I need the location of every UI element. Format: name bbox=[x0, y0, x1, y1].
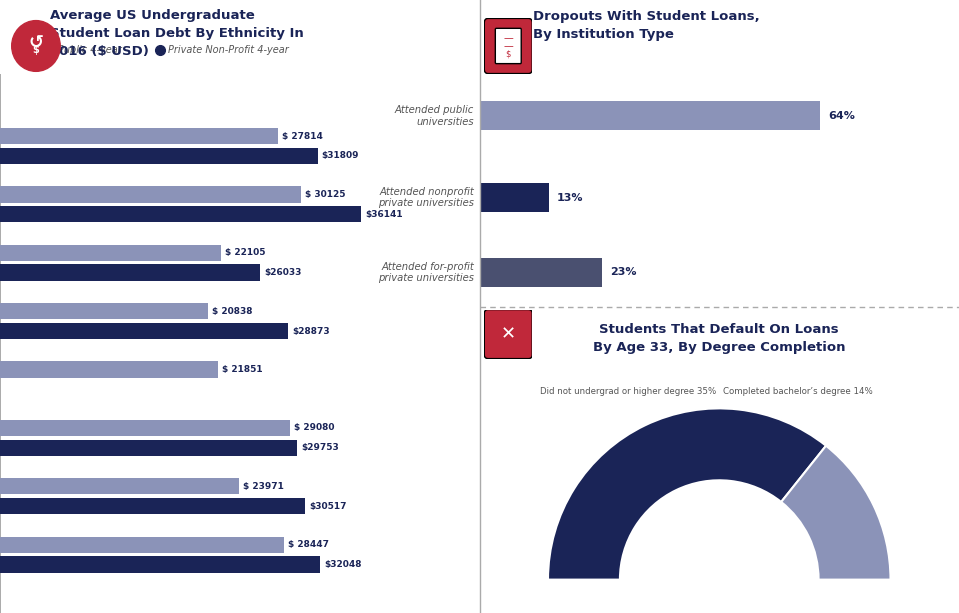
Text: $28873: $28873 bbox=[292, 327, 330, 335]
Bar bbox=[0, 478, 240, 495]
Text: $ 20838: $ 20838 bbox=[212, 306, 252, 316]
Text: $32048: $32048 bbox=[324, 560, 362, 569]
Text: Completed bachelor’s degree 14%: Completed bachelor’s degree 14% bbox=[723, 387, 873, 397]
Text: Private Non-Profit 4-year: Private Non-Profit 4-year bbox=[168, 45, 289, 55]
Bar bbox=[0, 440, 297, 456]
Text: $ 27814: $ 27814 bbox=[282, 132, 323, 140]
Text: 23%: 23% bbox=[610, 267, 637, 278]
Text: Attended public
universities: Attended public universities bbox=[395, 105, 474, 127]
Text: Average US Undergraduate
Student Loan Debt By Ethnicity In
2016 ($ USD): Average US Undergraduate Student Loan De… bbox=[50, 9, 304, 58]
Text: $ 23971: $ 23971 bbox=[244, 482, 284, 491]
Text: Attended for-profit
private universities: Attended for-profit private universities bbox=[378, 262, 474, 283]
Bar bbox=[0, 498, 305, 514]
Text: 13%: 13% bbox=[557, 192, 583, 202]
Text: $ 29080: $ 29080 bbox=[294, 424, 335, 432]
Bar bbox=[0, 323, 289, 339]
Bar bbox=[480, 183, 549, 212]
Bar bbox=[0, 557, 320, 573]
Text: $: $ bbox=[505, 50, 511, 59]
Text: Public 4-year: Public 4-year bbox=[58, 45, 122, 55]
Text: ✕: ✕ bbox=[501, 325, 516, 343]
Text: —: — bbox=[503, 41, 513, 51]
Bar bbox=[0, 303, 208, 319]
FancyBboxPatch shape bbox=[484, 310, 532, 359]
Text: $ 28447: $ 28447 bbox=[288, 540, 329, 549]
Text: ↺: ↺ bbox=[29, 34, 43, 51]
Bar bbox=[0, 206, 361, 223]
Circle shape bbox=[12, 21, 60, 71]
Bar bbox=[0, 536, 284, 553]
Text: $26033: $26033 bbox=[264, 268, 301, 277]
Bar bbox=[0, 420, 291, 436]
Text: $: $ bbox=[33, 45, 39, 55]
Text: $29753: $29753 bbox=[301, 443, 339, 452]
Text: Students That Default On Loans
By Age 33, By Degree Completion: Students That Default On Loans By Age 33… bbox=[593, 323, 846, 354]
Bar bbox=[0, 362, 219, 378]
Text: $ 21851: $ 21851 bbox=[222, 365, 263, 374]
Bar bbox=[0, 148, 317, 164]
Text: —: — bbox=[503, 32, 513, 43]
FancyBboxPatch shape bbox=[496, 28, 522, 64]
Bar bbox=[0, 264, 260, 281]
Text: Attended nonprofit
private universities: Attended nonprofit private universities bbox=[378, 187, 474, 208]
Text: $ 22105: $ 22105 bbox=[224, 248, 266, 257]
Bar bbox=[0, 245, 221, 261]
Text: $30517: $30517 bbox=[309, 501, 346, 511]
Wedge shape bbox=[548, 408, 826, 580]
Wedge shape bbox=[782, 446, 891, 580]
Text: Did not undergrad or higher degree 35%: Did not undergrad or higher degree 35% bbox=[540, 387, 715, 397]
Bar bbox=[480, 102, 821, 130]
Text: $31809: $31809 bbox=[322, 151, 360, 161]
FancyBboxPatch shape bbox=[484, 18, 532, 74]
Text: Dropouts With Student Loans,
By Institution Type: Dropouts With Student Loans, By Institut… bbox=[533, 10, 760, 41]
Bar bbox=[0, 186, 301, 202]
Text: 64%: 64% bbox=[829, 111, 855, 121]
Text: $36141: $36141 bbox=[365, 210, 403, 219]
Text: $ 30125: $ 30125 bbox=[305, 190, 345, 199]
Bar bbox=[480, 258, 602, 287]
Bar bbox=[0, 128, 278, 144]
